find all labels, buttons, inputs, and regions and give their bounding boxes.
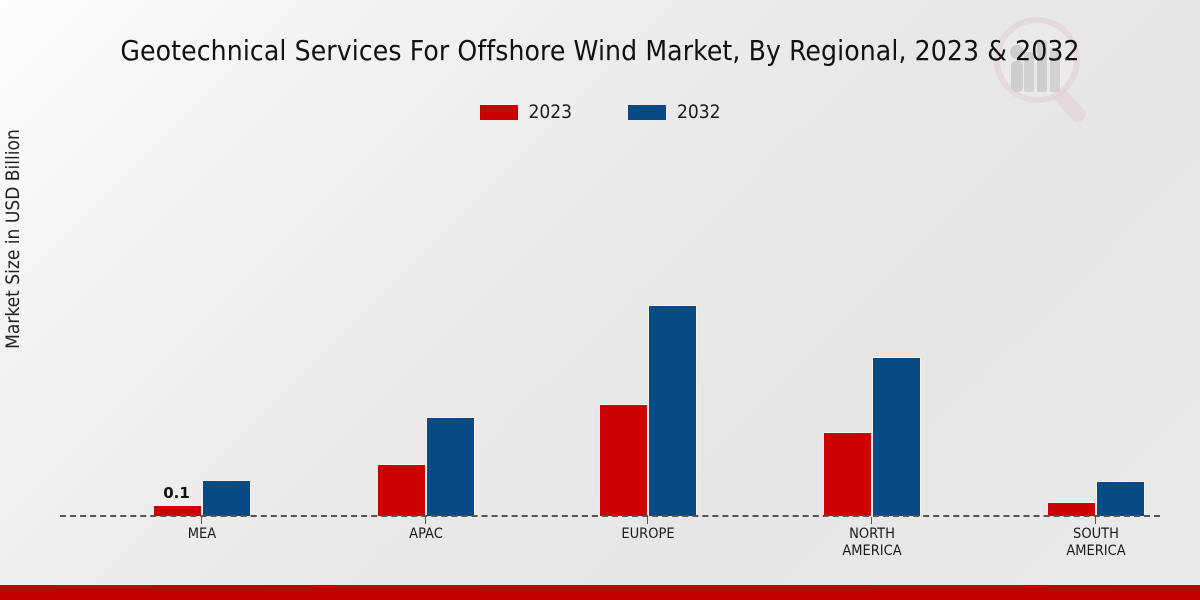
bar-north-america-2032[interactable]: [872, 357, 921, 516]
bar-south-america-2023[interactable]: [1047, 502, 1096, 516]
x-label-north-america-line1: NORTH: [849, 526, 895, 542]
x-label-south-america-line1: SOUTH: [1073, 526, 1119, 542]
x-label-apac-line1: APAC: [409, 526, 443, 542]
footer-accent-bar: [0, 585, 1200, 600]
bar-mea-2023[interactable]: [153, 505, 202, 516]
y-axis-title: Market Size in USD Billion: [2, 129, 24, 349]
bar-group-south-america: SOUTH AMERICA: [1046, 140, 1146, 559]
plot-area: 0.1 MEA APAC EUROPE: [60, 140, 1160, 559]
x-axis-baseline: [60, 515, 1160, 517]
bar-mea-2032[interactable]: [202, 480, 251, 516]
bar-europe-2032[interactable]: [648, 305, 697, 516]
x-tick-south-america: [1095, 517, 1096, 524]
x-label-north-america-line2: AMERICA: [842, 543, 902, 559]
bars-south-america: [1046, 140, 1146, 516]
bar-europe-2023[interactable]: [599, 404, 648, 516]
legend-item-2023[interactable]: 2023: [479, 101, 573, 123]
x-label-europe: EUROPE: [578, 526, 718, 543]
x-label-south-america: SOUTH AMERICA: [1026, 526, 1166, 560]
bar-apac-2023[interactable]: [377, 464, 426, 516]
bars-north-america: [822, 140, 922, 516]
bar-north-america-2023[interactable]: [823, 432, 872, 516]
bar-value-mea-2023: 0.1: [163, 484, 190, 502]
bar-group-europe: EUROPE: [598, 140, 698, 542]
bars-europe: [598, 140, 698, 516]
chart-legend: 2023 2032: [0, 103, 1200, 122]
bar-group-north-america: NORTH AMERICA: [822, 140, 922, 559]
legend-swatch-2032: [628, 105, 666, 120]
x-tick-apac: [425, 517, 426, 524]
bar-apac-2032[interactable]: [426, 417, 475, 516]
x-label-mea: MEA: [132, 526, 272, 543]
bar-group-apac: APAC: [376, 140, 476, 542]
x-label-north-america: NORTH AMERICA: [802, 526, 942, 560]
legend-label-2032: 2032: [677, 101, 721, 123]
legend-item-2032[interactable]: 2032: [628, 103, 721, 122]
x-label-mea-line1: MEA: [187, 526, 217, 542]
chart-title: Geotechnical Services For Offshore Wind …: [120, 34, 1080, 67]
x-label-europe-line1: EUROPE: [621, 526, 675, 542]
x-label-south-america-line2: AMERICA: [1066, 543, 1126, 559]
bars-apac: [376, 140, 476, 516]
legend-swatch-2023: [479, 105, 518, 120]
bar-south-america-2032[interactable]: [1096, 481, 1145, 516]
x-tick-europe: [647, 517, 648, 524]
legend-label-2023: 2023: [528, 101, 573, 123]
x-tick-north-america: [871, 517, 872, 524]
x-tick-mea: [201, 517, 202, 524]
bars-mea: 0.1: [152, 140, 252, 516]
bar-group-mea: 0.1 MEA: [152, 140, 252, 542]
x-label-apac: APAC: [356, 526, 496, 543]
